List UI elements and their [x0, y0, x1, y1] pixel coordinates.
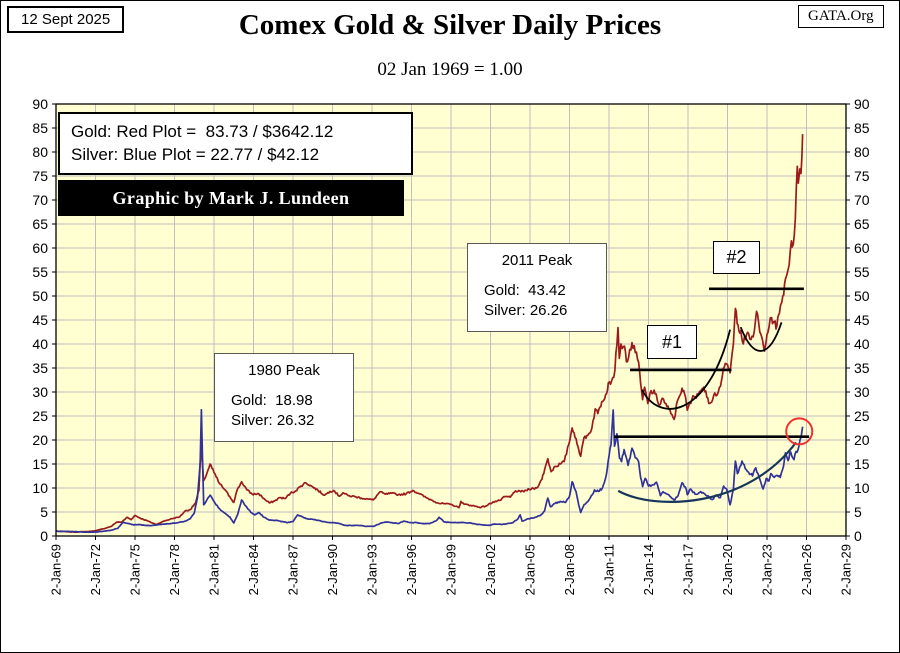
annotation-1980-title: 1980 Peak — [248, 362, 320, 379]
y-axis-tick-label-left: 20 — [32, 432, 48, 448]
x-axis-tick-label: 2-Jan-90 — [325, 544, 340, 595]
y-axis-tick-label-right: 30 — [854, 384, 870, 400]
y-axis-tick-label-left: 50 — [32, 288, 48, 304]
annotation-1980-silver: Silver: 26.32 — [231, 412, 315, 429]
y-axis-tick-label-right: 20 — [854, 432, 870, 448]
x-axis-tick-label: 2-Jan-26 — [799, 544, 814, 595]
y-axis-tick-label-left: 85 — [32, 120, 48, 136]
annotation-2011-silver: Silver: 26.26 — [484, 302, 568, 319]
y-axis-tick-label-right: 5 — [854, 504, 862, 520]
series-silver-line — [55, 408, 804, 534]
y-axis-tick-label-right: 40 — [854, 336, 870, 352]
x-axis-tick-label: 2-Jan-99 — [444, 544, 459, 595]
y-axis-tick-label-left: 10 — [32, 480, 48, 496]
y-axis-tick-label-left: 70 — [32, 192, 48, 208]
y-axis-tick-label-left: 65 — [32, 216, 48, 232]
y-axis-tick-label-left: 15 — [32, 456, 48, 472]
chart-subtitle: 02 Jan 1969 = 1.00 — [377, 59, 523, 80]
y-axis-tick-label-left: 45 — [32, 312, 48, 328]
y-axis-tick-label-left: 5 — [40, 504, 48, 520]
x-axis-tick-label: 2-Jan-93 — [365, 544, 380, 595]
y-axis-tick-label-left: 35 — [32, 360, 48, 376]
y-axis-tick-label-left: 55 — [32, 264, 48, 280]
credit-banner: Graphic by Mark J. Lundeen — [58, 180, 404, 216]
plot-border — [55, 103, 847, 537]
annotation-2011-title: 2011 Peak — [501, 252, 573, 269]
y-axis-tick-label-right: 55 — [854, 264, 870, 280]
y-axis-tick-label-left: 80 — [32, 144, 48, 160]
x-axis-tick-label: 2-Jan-05 — [523, 544, 538, 595]
y-axis-tick-label-right: 15 — [854, 456, 870, 472]
x-axis-tick-label: 2-Jan-69 — [49, 544, 64, 595]
annotation-1980-peak: 1980 Peak Gold: 18.98 Silver: 26.32 — [214, 353, 354, 442]
y-axis-tick-label-right: 90 — [854, 96, 870, 112]
y-axis-tick-label-right: 35 — [854, 360, 870, 376]
highlight-circle — [785, 417, 814, 446]
y-axis-tick-label-right: 65 — [854, 216, 870, 232]
y-axis-tick-label-left: 0 — [40, 528, 48, 544]
y-axis-tick-label-right: 75 — [854, 168, 870, 184]
annotation-2011-gold: Gold: 43.42 — [484, 282, 566, 299]
legend-box: Gold: Red Plot = 83.73 / $3642.12 Silver… — [58, 112, 413, 175]
y-axis-tick-label-left: 75 — [32, 168, 48, 184]
x-axis-tick-label: 2-Jan-11 — [602, 544, 617, 594]
brand-label: GATA.Org — [798, 5, 884, 28]
y-axis-tick-label-right: 45 — [854, 312, 870, 328]
x-axis-tick-label: 2-Jan-29 — [839, 544, 854, 595]
y-axis-tick-label-right: 85 — [854, 120, 870, 136]
y-axis-tick-label-left: 25 — [32, 408, 48, 424]
x-axis-tick-label: 2-Jan-81 — [207, 544, 222, 595]
y-axis-tick-label-right: 50 — [854, 288, 870, 304]
x-axis-tick-label: 2-Jan-23 — [760, 544, 775, 595]
y-axis-tick-label-right: 80 — [854, 144, 870, 160]
y-axis-tick-label-right: 60 — [854, 240, 870, 256]
x-axis-tick-label: 2-Jan-78 — [167, 544, 182, 595]
annotation-wave-2: #2 — [713, 241, 760, 274]
date-box: 12 Sept 2025 — [7, 6, 125, 33]
legend-silver: Silver: Blue Plot = 22.77 / $42.12 — [71, 145, 320, 164]
annotation-1980-gold: Gold: 18.98 — [231, 392, 313, 409]
x-axis-tick-label: 2-Jan-02 — [483, 544, 498, 595]
x-axis-tick-label: 2-Jan-72 — [88, 544, 103, 595]
y-axis-tick-label-right: 0 — [854, 528, 862, 544]
annotation-2011-peak: 2011 Peak Gold: 43.42 Silver: 26.26 — [467, 243, 607, 332]
x-axis-tick-label: 2-Jan-20 — [720, 544, 735, 595]
annotation-wave-1: #1 — [647, 325, 697, 359]
y-axis-tick-label-left: 60 — [32, 240, 48, 256]
x-axis-tick-label: 2-Jan-08 — [562, 544, 577, 595]
x-axis-tick-label: 2-Jan-84 — [246, 544, 261, 595]
x-axis-tick-label: 2-Jan-96 — [404, 544, 419, 595]
curve-annotation-2 — [739, 322, 783, 352]
y-axis-tick-label-right: 25 — [854, 408, 870, 424]
x-axis-tick-label: 2-Jan-75 — [128, 544, 143, 595]
x-axis-tick-label: 2-Jan-87 — [286, 544, 301, 595]
curve-annotation-1 — [641, 329, 731, 410]
x-axis-tick-label: 2-Jan-17 — [681, 544, 696, 595]
chart-title: Comex Gold & Silver Daily Prices — [238, 9, 662, 41]
y-axis-tick-label-left: 30 — [32, 384, 48, 400]
y-axis-tick-label-left: 40 — [32, 336, 48, 352]
legend-gold: Gold: Red Plot = 83.73 / $3642.12 — [71, 122, 334, 141]
curve-annotation-3 — [617, 441, 797, 503]
series-gold-line — [56, 134, 804, 534]
y-axis-tick-label-left: 90 — [32, 96, 48, 112]
y-axis-tick-label-right: 10 — [854, 480, 870, 496]
x-axis-tick-label: 2-Jan-14 — [641, 544, 656, 595]
y-axis-tick-label-right: 70 — [854, 192, 870, 208]
